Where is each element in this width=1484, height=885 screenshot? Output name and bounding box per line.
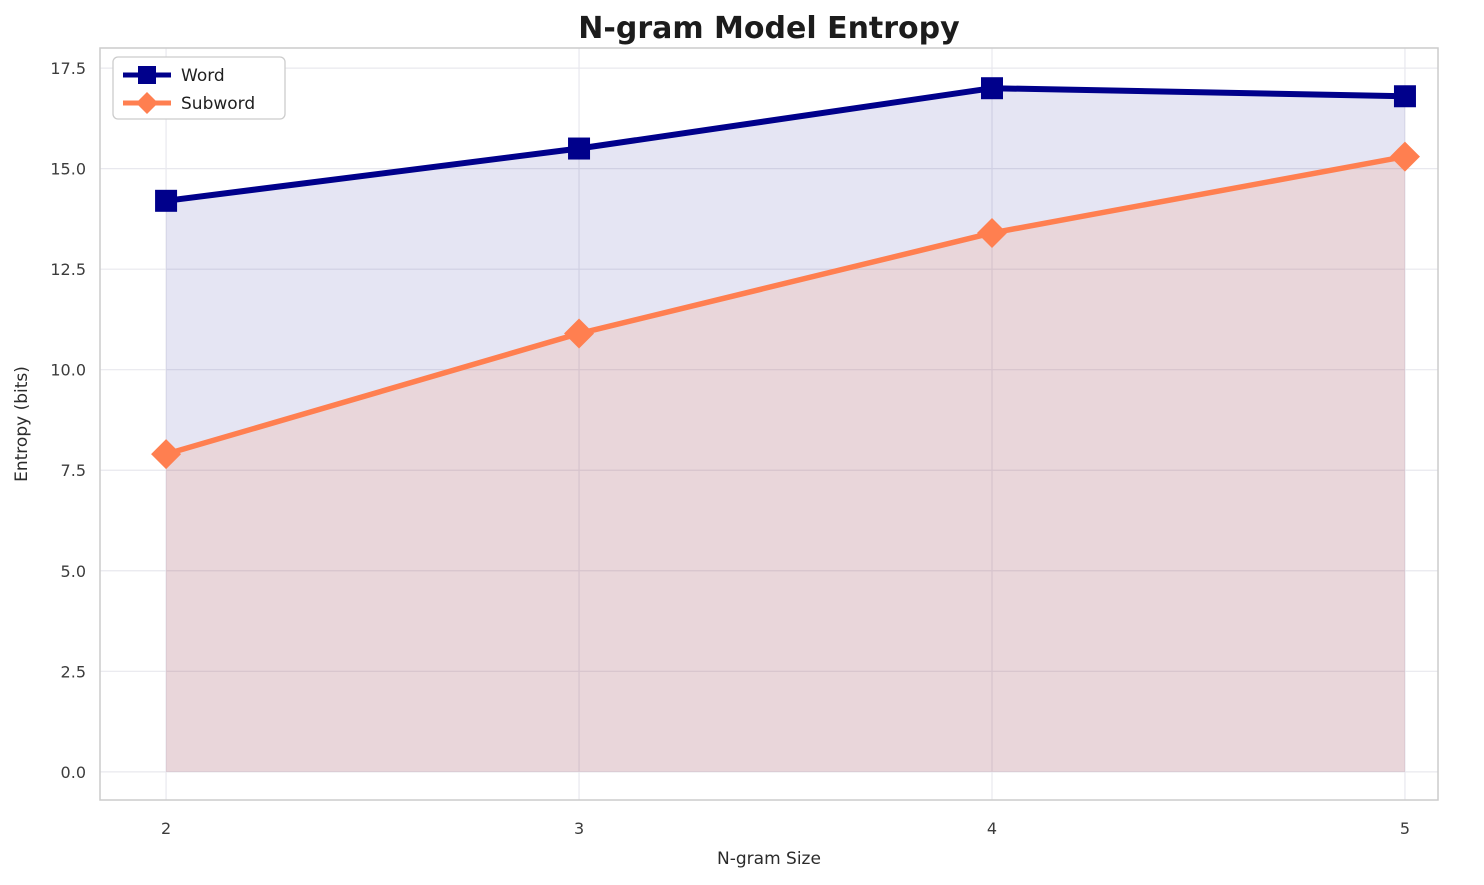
series-line-word [163,85,1408,204]
y-tick-label: 15.0 [50,160,86,179]
marker-square-word [981,77,1003,100]
series-line-subword [163,153,1408,457]
plot-area: 2 3 4 5 0.0 2.5 5.0 7.5 10.0 12.5 15.0 17.5 Word Subw… [50,47,1439,838]
legend-marker-square [138,66,156,84]
legend-label: Word [181,66,225,86]
y-tick-label: 0.0 [61,763,86,782]
y-tick-label: 10.0 [50,361,86,380]
marker-diamond-subword [977,217,1007,248]
y-axis-label: Entropy (bits) [12,366,32,482]
marker-square-word [155,189,178,212]
area-fill-subword [166,156,1405,772]
legend-marker-diamond [136,92,158,114]
x-tick-label: 3 [574,819,584,838]
legend-label: Subword [181,94,255,114]
y-tick-label: 2.5 [61,662,86,681]
x-tick-label: 4 [987,819,997,838]
y-tick-label: 12.5 [50,260,86,279]
y-tick-label: 17.5 [50,59,86,78]
marker-diamond-subword [1389,141,1420,172]
area-fill-word [166,88,1405,772]
x-tick-label: 2 [161,819,171,838]
y-tick-label: 7.5 [61,461,86,480]
x-tick-label: 5 [1400,819,1410,838]
chart-title: N-gram Model Entropy [578,11,960,46]
y-tick-label: 5.0 [61,562,86,581]
x-axis-label: N-gram Size [717,849,821,869]
marker-diamond-subword [564,318,595,349]
plot-border [99,47,1439,801]
marker-square-word [1393,85,1416,108]
marker-diamond-subword [151,439,182,470]
marker-square-word [568,137,591,160]
